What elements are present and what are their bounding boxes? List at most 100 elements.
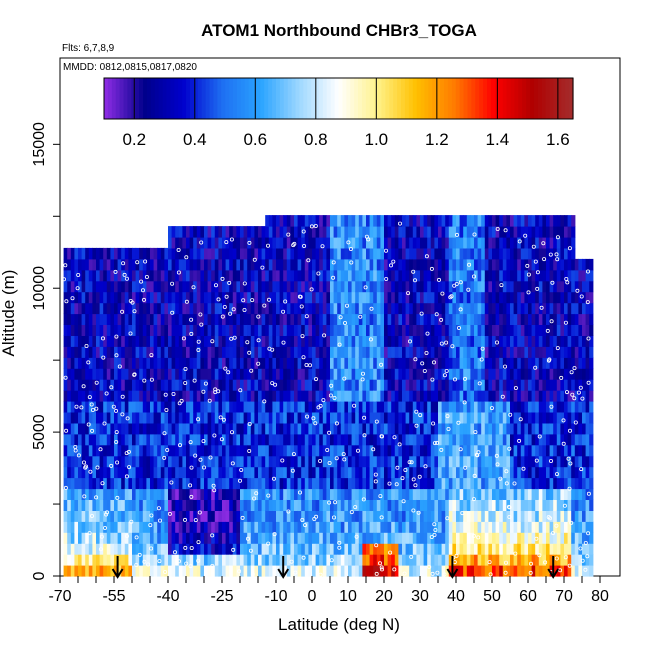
sample-point bbox=[286, 232, 291, 237]
heatmap-cell bbox=[445, 237, 450, 249]
heatmap-cell bbox=[139, 302, 144, 315]
heatmap-cell bbox=[412, 521, 417, 533]
heatmap-cell bbox=[531, 335, 536, 347]
heatmap-cell bbox=[448, 357, 453, 369]
heatmap-cell bbox=[247, 368, 252, 380]
heatmap-cell bbox=[150, 488, 155, 500]
heatmap-cell bbox=[196, 543, 201, 555]
heatmap-cell bbox=[175, 291, 180, 304]
heatmap-cell bbox=[463, 444, 468, 457]
heatmap-cell bbox=[160, 554, 165, 566]
heatmap-cell bbox=[495, 258, 500, 271]
heatmap-cell bbox=[301, 313, 306, 325]
heatmap-cell bbox=[430, 346, 435, 358]
heatmap-cell bbox=[164, 412, 169, 424]
heatmap-cell bbox=[150, 291, 155, 304]
heatmap-cell bbox=[121, 532, 126, 544]
heatmap-cell bbox=[250, 521, 255, 533]
heatmap-cell bbox=[312, 226, 317, 238]
heatmap-cell bbox=[232, 291, 237, 304]
heatmap-cell bbox=[412, 379, 417, 391]
heatmap-cell bbox=[474, 368, 479, 380]
heatmap-cell bbox=[153, 291, 158, 304]
heatmap-cell bbox=[499, 543, 504, 555]
heatmap-cell bbox=[459, 455, 464, 468]
heatmap-cell bbox=[510, 455, 515, 468]
heatmap-cell bbox=[283, 280, 288, 293]
heatmap-cell bbox=[402, 269, 407, 282]
heatmap-cell bbox=[488, 466, 493, 479]
heatmap-cell bbox=[495, 422, 500, 435]
heatmap-cell bbox=[340, 477, 345, 490]
heatmap-cell bbox=[222, 280, 227, 293]
heatmap-cell bbox=[355, 554, 360, 566]
heatmap-cell bbox=[114, 466, 119, 479]
heatmap-cell bbox=[315, 477, 320, 490]
heatmap-cell bbox=[240, 499, 245, 511]
heatmap-cell bbox=[420, 291, 425, 304]
heatmap-cell bbox=[488, 455, 493, 468]
heatmap-cell bbox=[232, 258, 237, 271]
heatmap-cell bbox=[189, 510, 194, 522]
heatmap-cell bbox=[160, 412, 165, 424]
heatmap-cell bbox=[304, 302, 309, 315]
heatmap-cell bbox=[405, 280, 410, 293]
heatmap-cell bbox=[384, 215, 389, 227]
heatmap-cell bbox=[524, 302, 529, 315]
heatmap-cell bbox=[528, 302, 533, 315]
heatmap-cell bbox=[114, 543, 119, 555]
heatmap-cell bbox=[70, 532, 75, 544]
heatmap-cell bbox=[445, 346, 450, 358]
heatmap-cell bbox=[74, 543, 79, 555]
sample-point bbox=[105, 510, 110, 515]
heatmap-cell bbox=[189, 433, 194, 446]
heatmap-cell bbox=[88, 521, 93, 533]
heatmap-cell bbox=[258, 390, 263, 402]
sample-point bbox=[81, 384, 86, 389]
heatmap-cell bbox=[312, 379, 317, 391]
heatmap-cell bbox=[150, 543, 155, 555]
heatmap-cell bbox=[150, 379, 155, 391]
heatmap-cell bbox=[373, 510, 378, 522]
heatmap-cell bbox=[506, 324, 511, 336]
heatmap-cell bbox=[283, 335, 288, 347]
heatmap-cell bbox=[337, 368, 342, 380]
heatmap-cell bbox=[110, 390, 115, 402]
heatmap-cell bbox=[319, 488, 324, 500]
heatmap-cell bbox=[135, 554, 140, 566]
heatmap-cell bbox=[240, 521, 245, 533]
heatmap-cell bbox=[553, 488, 558, 500]
heatmap-cell bbox=[168, 521, 173, 533]
heatmap-cell bbox=[369, 357, 374, 369]
heatmap-cell bbox=[330, 499, 335, 511]
heatmap-cell bbox=[459, 335, 464, 347]
heatmap-cell bbox=[420, 335, 425, 347]
heatmap-cell bbox=[96, 269, 101, 282]
heatmap-cell bbox=[384, 247, 389, 260]
heatmap-cell bbox=[340, 412, 345, 424]
heatmap-cell bbox=[308, 412, 313, 424]
heatmap-cell bbox=[362, 269, 367, 282]
heatmap-cell bbox=[538, 357, 543, 369]
heatmap-cell bbox=[358, 477, 363, 490]
heatmap-cell bbox=[268, 291, 273, 304]
heatmap-cell bbox=[243, 455, 248, 468]
heatmap-cell bbox=[362, 444, 367, 457]
heatmap-cell bbox=[528, 532, 533, 544]
heatmap-cell bbox=[409, 247, 414, 260]
heatmap-cell bbox=[376, 444, 381, 457]
heatmap-cell bbox=[502, 313, 507, 325]
heatmap-cell bbox=[517, 543, 522, 555]
heatmap-cell bbox=[229, 226, 234, 238]
heatmap-cell bbox=[405, 510, 410, 522]
heatmap-cell bbox=[214, 313, 219, 325]
heatmap-cell bbox=[250, 488, 255, 500]
heatmap-cell bbox=[312, 291, 317, 304]
heatmap-cell bbox=[294, 455, 299, 468]
heatmap-cell bbox=[182, 412, 187, 424]
heatmap-cell bbox=[261, 466, 266, 479]
heatmap-cell bbox=[150, 324, 155, 336]
heatmap-cell bbox=[578, 499, 583, 511]
heatmap-cell bbox=[200, 269, 205, 282]
heatmap-cell bbox=[452, 313, 457, 325]
